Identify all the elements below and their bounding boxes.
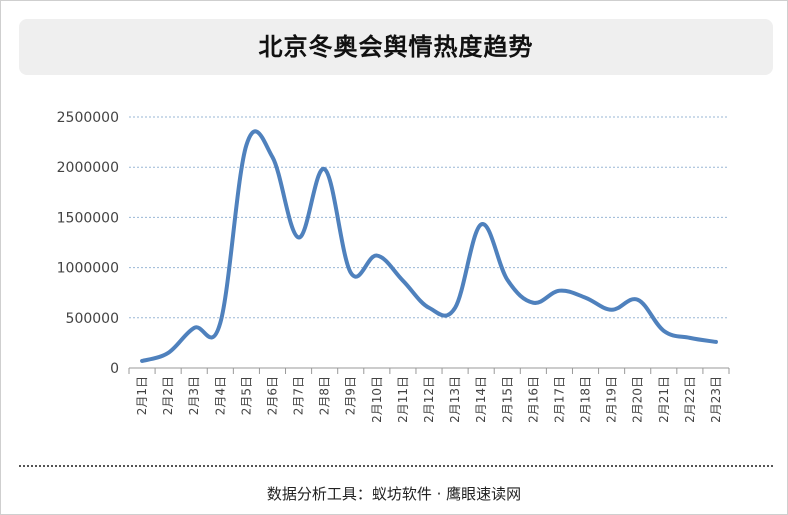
x-tick-label: 2月10日 [370,376,384,423]
x-tick-label: 2月15日 [500,376,514,423]
x-tick-label: 2月17日 [552,376,566,423]
x-tick-label: 2月20日 [631,376,645,423]
x-tick-label: 2月16日 [526,376,540,423]
y-tick-label: 1000000 [57,261,119,277]
x-tick-label: 2月1日 [135,376,149,415]
x-tick-label: 2月18日 [579,376,593,423]
y-tick-label: 2000000 [57,160,119,176]
title-box: 北京冬奥会舆情热度趋势 [19,19,773,75]
x-tick-label: 2月21日 [657,376,671,423]
chart-title: 北京冬奥会舆情热度趋势 [258,33,534,61]
x-tick-label: 2月2日 [161,376,175,415]
footer-credit: 数据分析工具：蚁坊软件 · 鹰眼速读网 [266,485,522,503]
y-tick-label: 1500000 [57,210,119,226]
x-tick-label: 2月12日 [422,376,436,423]
x-tick-label: 2月7日 [292,376,306,415]
y-tick-label: 2500000 [57,110,119,126]
x-tick-label: 2月4日 [213,376,227,415]
x-tick-label: 2月3日 [187,376,201,415]
x-tick-label: 2月8日 [318,376,332,415]
x-tick-label: 2月6日 [265,376,279,415]
series-line [140,129,718,363]
y-tick-label: 500000 [66,311,119,327]
x-tick-label: 2月11日 [396,376,410,423]
x-tick-label: 2月13日 [448,376,462,423]
footer-divider [19,465,773,467]
x-tick-label: 2月14日 [474,376,488,423]
x-tick-label: 2月9日 [344,376,358,415]
x-tick-label: 2月22日 [683,376,697,423]
x-tick-label: 2月19日 [605,376,619,423]
x-tick-label: 2月23日 [709,376,723,423]
y-tick-label: 0 [110,361,119,377]
line-chart: 0 500000 1000000 1500000 2000000 2500000 2月1日 2… [57,110,730,423]
x-tick-label: 2月5日 [239,376,253,415]
